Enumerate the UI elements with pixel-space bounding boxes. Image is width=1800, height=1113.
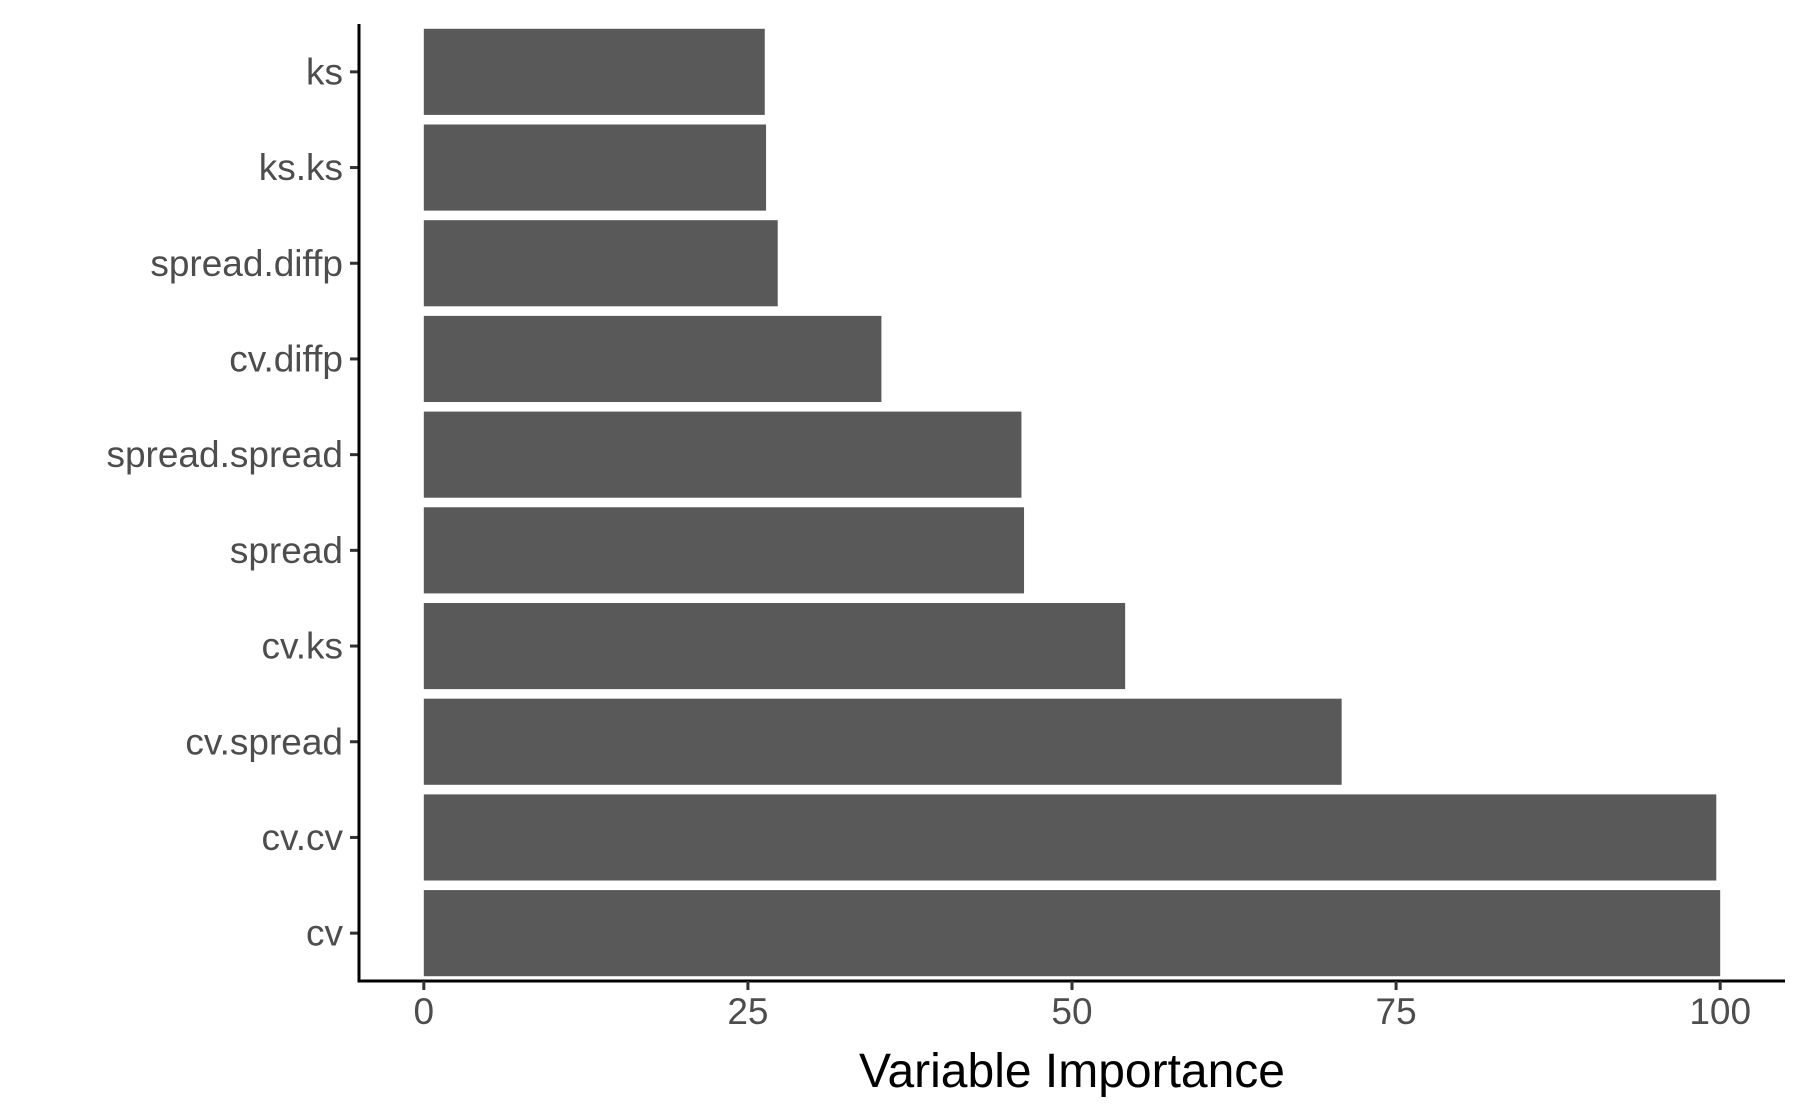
y-tick-label: spread.spread — [106, 434, 343, 475]
bar-spread — [423, 507, 1025, 594]
y-tick-label: cv.ks — [261, 626, 343, 667]
x-axis-title: Variable Importance — [859, 1045, 1285, 1098]
bar-cv — [423, 890, 1721, 977]
bar-cv.diffp — [423, 315, 882, 403]
bar-ks.ks — [423, 124, 767, 211]
x-tick-label: 25 — [727, 991, 768, 1032]
y-tick-label: cv.spread — [185, 721, 343, 762]
x-tick-label: 0 — [414, 991, 435, 1032]
y-tick-label: cv.diffp — [229, 338, 343, 379]
bar-spread.diffp — [423, 220, 778, 307]
bars-layer — [423, 28, 1721, 977]
y-tick-label: cv.cv — [261, 817, 343, 858]
y-tick-label: ks.ks — [259, 147, 343, 188]
bar-ks — [423, 28, 765, 115]
bar-cv.spread — [423, 698, 1342, 785]
x-tick-label: 100 — [1689, 991, 1751, 1032]
y-tick-label: ks — [306, 51, 343, 92]
y-tick-label: spread.diffp — [150, 243, 343, 284]
y-tick-label: spread — [230, 530, 343, 571]
bar-spread.spread — [423, 411, 1022, 498]
bar-cv.cv — [423, 794, 1717, 881]
x-tick-label: 75 — [1376, 991, 1417, 1032]
y-axis: ks ks.ks spread.diffp cv.diffp spread.spread… — [106, 24, 361, 983]
y-tick-label: cv — [306, 913, 344, 954]
bar-cv.ks — [423, 602, 1126, 690]
x-tick-label: 50 — [1051, 991, 1092, 1032]
x-axis: 0 25 50 75 100 — [357, 979, 1785, 1032]
